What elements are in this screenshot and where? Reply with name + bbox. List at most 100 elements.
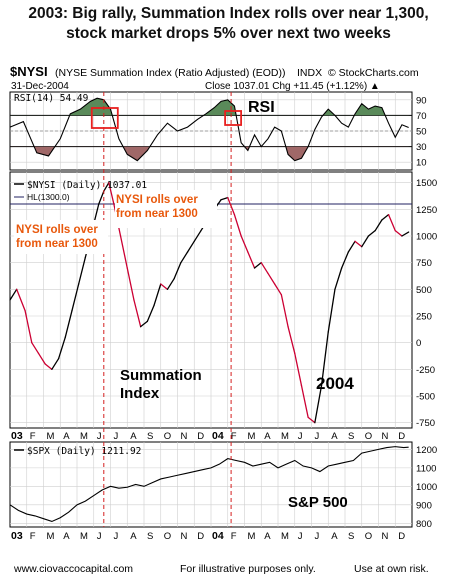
spx-tick-label: 1100 xyxy=(416,463,436,474)
x-tick-label: D xyxy=(197,431,204,442)
footer: www.ciovaccocapital.com For illustrative… xyxy=(0,563,457,583)
year-annotation: 2004 xyxy=(316,374,354,393)
nysi-segment xyxy=(240,235,249,253)
nysi-segment xyxy=(340,251,350,269)
x-tick-label: A xyxy=(130,531,137,542)
x-tick-label: M xyxy=(248,431,256,442)
nysi-tick-label: 250 xyxy=(416,312,432,323)
nysi-segment xyxy=(16,288,26,312)
rsi-oversold-fill xyxy=(10,146,409,161)
nysi-segment xyxy=(119,235,128,269)
rsi-tick-label: 50 xyxy=(416,127,427,138)
x-tick-label: D xyxy=(197,531,204,542)
nysi-segment xyxy=(44,363,53,370)
x-axis-lower: 03 F M A M J J A S O N D 04 F M A M J J A S O N D xyxy=(11,530,405,542)
nysi-segment xyxy=(57,336,66,360)
nysi-segment xyxy=(180,251,189,264)
x-tick-label: 03 xyxy=(11,530,23,542)
x-tick-label: O xyxy=(365,431,372,442)
svg-text:NYSI rolls over: NYSI rolls over xyxy=(16,224,98,236)
x-tick-label: O xyxy=(164,531,171,542)
x-tick-label: A xyxy=(130,431,137,442)
nysi-segment xyxy=(78,256,87,285)
nysi-segment xyxy=(247,251,256,269)
x-tick-label: M xyxy=(248,531,256,542)
x-tick-label: N xyxy=(382,531,389,542)
headline: 2003: Big rally, Summation Index rolls o… xyxy=(0,4,457,44)
spx-tick-label: 1000 xyxy=(416,482,437,493)
x-tick-label: M xyxy=(47,431,55,442)
x-tick-label: A xyxy=(331,531,338,542)
nysi-segment xyxy=(287,326,296,354)
x-tick-label: S xyxy=(348,531,354,542)
x-tick-label: J xyxy=(97,531,102,542)
footer-disclaimer: For illustrative purposes only. xyxy=(180,563,316,575)
x-tick-label: N xyxy=(382,431,389,442)
rsi-annotation: RSI xyxy=(248,99,275,116)
chart-source: © StockCharts.com xyxy=(328,67,419,79)
nysi-tick-label: 1250 xyxy=(416,205,437,216)
x-tick-label: F xyxy=(30,531,36,542)
rsi-overbought-fill xyxy=(69,98,386,116)
x-tick-label: M xyxy=(281,431,289,442)
x-tick-label: N xyxy=(181,531,188,542)
x-tick-label: S xyxy=(348,431,354,442)
x-tick-label: F xyxy=(30,431,36,442)
x-tick-label: J xyxy=(315,431,320,442)
nysi-tick-label: 1500 xyxy=(416,178,437,189)
nysi-segment xyxy=(108,182,115,205)
chart-quote: Close 1037.01 Chg +11.45 (+1.12%) ▲ xyxy=(205,81,380,92)
nysi-segment xyxy=(354,240,363,248)
rolls-over-annotation-1: NYSI rolls over from near 1300 xyxy=(115,190,217,228)
nysi-segment xyxy=(139,320,149,328)
nysi-segment xyxy=(374,219,383,232)
hl-legend: HL(1300.0) xyxy=(27,192,70,202)
chart-symbol: $NYSI xyxy=(10,64,48,79)
rsi-marker-box xyxy=(90,107,119,129)
nysi-segment xyxy=(193,230,202,242)
x-tick-label: D xyxy=(398,431,405,442)
rsi-tick-label: 10 xyxy=(416,158,427,169)
svg-text:from near 1300: from near 1300 xyxy=(116,208,198,220)
nysi-segment xyxy=(146,304,155,322)
nysi-segment xyxy=(361,235,370,248)
nysi-segment xyxy=(307,416,316,424)
nysi-segment xyxy=(347,240,356,253)
rsi-tick-label: 90 xyxy=(416,95,427,106)
x-tick-label: M xyxy=(281,531,289,542)
nysi-tick-label: 750 xyxy=(416,258,432,269)
x-tick-label: A xyxy=(63,531,70,542)
nysi-segment xyxy=(300,384,309,418)
x-tick-label: J xyxy=(97,431,102,442)
nysi-segment xyxy=(37,352,46,365)
nysi-tick-label: 500 xyxy=(416,285,432,296)
x-tick-label: D xyxy=(398,531,405,542)
nysi-segment xyxy=(51,358,60,370)
nysi-segment xyxy=(133,299,142,328)
rsi-tick-label: 70 xyxy=(416,111,427,122)
overlays xyxy=(90,92,243,527)
nysi-tick-label: 1000 xyxy=(416,232,437,243)
chart-description: (NYSE Summation Index (Ratio Adjusted) (… xyxy=(55,67,286,79)
rolls-over-annotation-2: NYSI rolls over from near 1300 xyxy=(14,220,108,254)
svg-text:NYSI rolls over: NYSI rolls over xyxy=(116,194,198,206)
nysi-segment xyxy=(153,283,162,306)
nysi-tick-label: -500 xyxy=(416,392,435,403)
nysi-segment xyxy=(367,230,376,237)
x-tick-label: F xyxy=(231,431,237,442)
spx-tick-label: 800 xyxy=(416,519,432,530)
nysi-tick-label: -750 xyxy=(416,418,435,429)
nysi-segment xyxy=(126,267,135,301)
x-tick-label: O xyxy=(164,431,171,442)
nysi-segment xyxy=(334,267,343,290)
x-tick-label: M xyxy=(47,531,55,542)
footer-website: www.ciovaccocapital.com xyxy=(14,563,134,575)
nysi-segment xyxy=(160,283,169,290)
nysi-segment xyxy=(253,262,262,269)
x-tick-label: A xyxy=(331,431,338,442)
summation-annotation-line2: Index xyxy=(120,385,160,402)
footer-risk: Use at own risk. xyxy=(354,563,429,575)
nysi-segment xyxy=(166,278,175,290)
headline-line-1: 2003: Big rally, Summation Index rolls o… xyxy=(28,5,429,22)
nysi-legend: $NYSI (Daily) 1037.01 xyxy=(27,180,147,191)
